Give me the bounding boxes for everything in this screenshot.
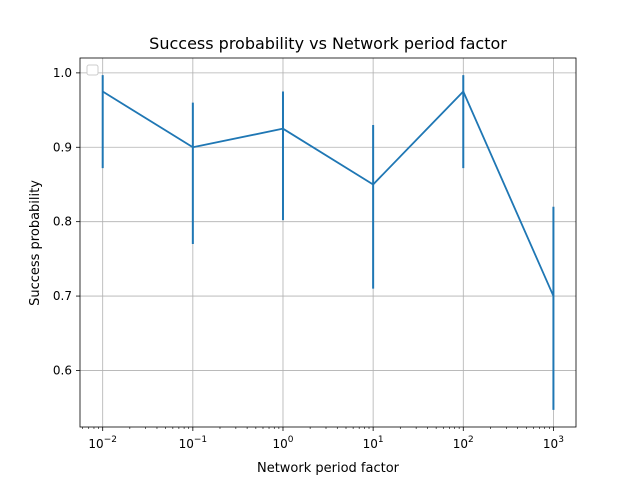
y-tick-label: 0.9 (53, 140, 72, 154)
series-layer (101, 75, 555, 410)
x-tick-label: 100 (272, 435, 293, 451)
y-tick-label: 0.8 (53, 215, 72, 229)
x-tick-label-base: 10 (88, 437, 103, 451)
x-tick-label-base: 10 (453, 437, 468, 451)
x-tick-label-exponent: −2 (104, 435, 117, 445)
x-tick-label-exponent: 1 (378, 435, 384, 445)
y-tick-label: 0.6 (53, 363, 72, 377)
x-tick-label-exponent: −1 (194, 435, 207, 445)
x-axis-label: Network period factor (257, 461, 400, 476)
y-tick-label: 0.7 (53, 289, 72, 303)
x-tick-label: 10−1 (179, 435, 208, 451)
x-tick-label-exponent: 0 (288, 435, 294, 445)
x-tick-label-base: 10 (179, 437, 194, 451)
y-axis-label: Success probability (28, 180, 43, 306)
x-tick-label: 102 (453, 435, 474, 451)
x-tick-label-exponent: 2 (468, 435, 474, 445)
x-tick-label-base: 10 (543, 437, 558, 451)
chart-title: Success probability vs Network period fa… (149, 34, 507, 53)
plot-frame (79, 57, 577, 428)
series-line (102, 90, 555, 297)
grid-layer (80, 58, 576, 427)
x-tick-label: 103 (543, 435, 564, 451)
x-tick-label-base: 10 (272, 437, 287, 451)
x-tick-label-exponent: 3 (558, 435, 564, 445)
legend-box (86, 64, 99, 76)
x-tick-label: 101 (363, 435, 384, 451)
x-tick-label: 10−2 (88, 435, 117, 451)
y-tick-label: 1.0 (53, 66, 72, 80)
x-tick-label-base: 10 (363, 437, 378, 451)
